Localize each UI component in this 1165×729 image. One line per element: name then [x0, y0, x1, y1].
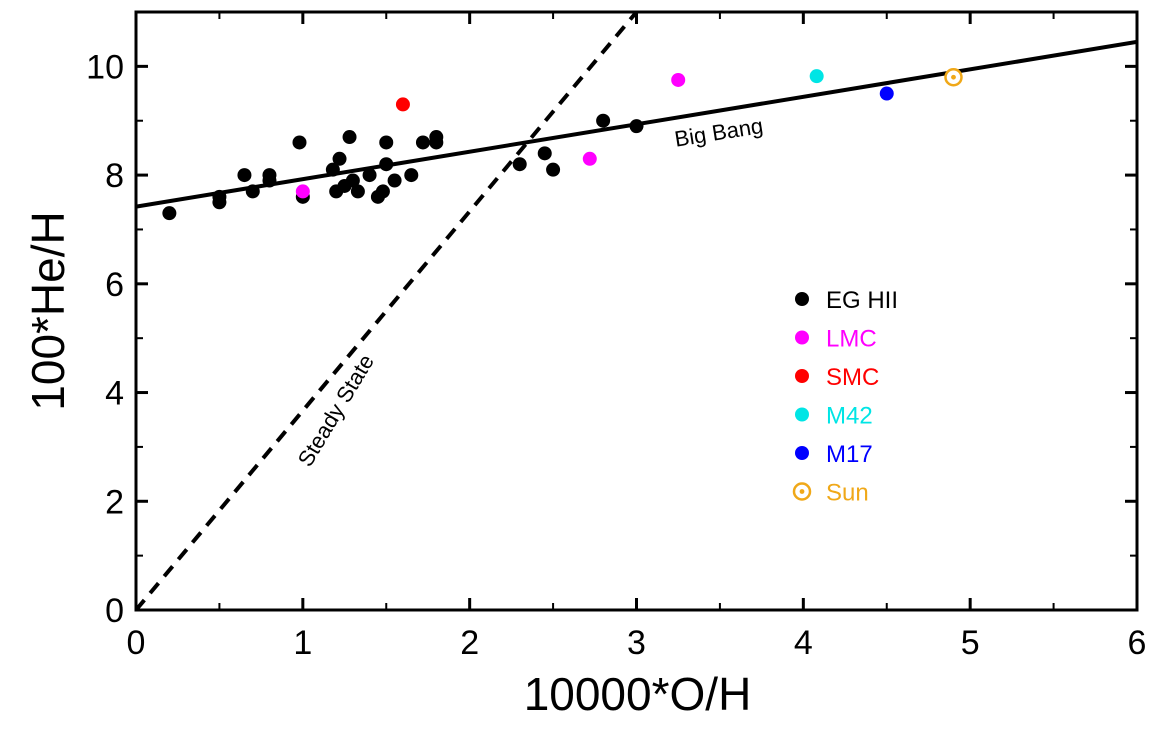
x-tick-label: 6: [1128, 624, 1147, 662]
data-point-lmc: [582, 151, 597, 166]
data-point-eg-hii: [212, 195, 227, 210]
data-point-m42: [809, 69, 824, 84]
legend-label-m17: M17: [826, 441, 873, 468]
legend-marker-lmc: [795, 330, 809, 345]
data-point-eg-hii: [362, 168, 377, 183]
data-point-eg-hii: [546, 162, 561, 177]
legend-label-m42: M42: [826, 403, 873, 430]
y-axis-label: 100*He/H: [22, 211, 74, 410]
data-point-lmc: [295, 184, 310, 199]
data-point-eg-hii: [262, 173, 277, 188]
x-axis-label: 10000*O/H: [524, 668, 752, 720]
data-point-eg-hii: [345, 173, 360, 188]
x-tick-label: 2: [460, 624, 479, 662]
y-tick-label: 2: [105, 483, 124, 521]
legend-marker-m42: [795, 407, 809, 422]
data-point-eg-hii: [537, 146, 552, 161]
data-point-smc: [395, 97, 410, 112]
y-tick-label: 8: [105, 157, 124, 195]
y-tick-label: 4: [105, 375, 124, 413]
data-point-sun-dot: [951, 74, 956, 80]
legend-label-eg-hii: EG HII: [826, 287, 898, 314]
legend-label-smc: SMC: [826, 364, 879, 391]
steady-state-annotation: Steady State: [293, 350, 379, 471]
y-tick-label: 6: [105, 266, 124, 304]
data-point-eg-hii: [512, 157, 527, 172]
x-tick-label: 5: [961, 624, 980, 662]
legend-marker-smc: [795, 369, 809, 383]
data-point-eg-hii: [379, 135, 394, 150]
data-point-eg-hii: [629, 119, 644, 134]
legend-marker-sun-dot: [799, 489, 805, 494]
data-point-eg-hii: [162, 206, 177, 221]
x-tick-label: 0: [127, 624, 146, 662]
x-tick-label: 3: [627, 624, 646, 662]
steady-state-line: [136, 12, 639, 610]
data-point-eg-hii: [325, 162, 340, 177]
plot-frame: [134, 10, 1139, 612]
data-point-eg-hii: [415, 135, 430, 150]
legend-marker-m17: [795, 446, 809, 460]
data-point-eg-hii: [342, 130, 357, 145]
legend-marker-sun: [792, 482, 812, 501]
data-point-eg-hii: [596, 113, 611, 128]
data-point-eg-hii: [375, 184, 390, 199]
data-point-eg-hii: [245, 184, 260, 199]
legend-label-sun: Sun: [826, 480, 869, 507]
y-tick-label: 0: [105, 592, 124, 630]
y-tick-label: 10: [86, 48, 124, 86]
data-point-eg-hii: [292, 135, 307, 150]
big-bang-annotation: Big Bang: [673, 113, 765, 152]
data-point-eg-hii: [332, 151, 347, 166]
data-point-eg-hii: [404, 168, 419, 183]
data-point-eg-hii: [387, 173, 402, 188]
legend-label-lmc: LMC: [826, 326, 877, 353]
x-tick-label: 4: [794, 624, 813, 662]
data-point-eg-hii: [379, 157, 394, 172]
data-point-sun: [944, 67, 963, 87]
x-tick-label: 1: [293, 624, 312, 662]
data-point-lmc: [671, 72, 686, 87]
data-point-m17: [879, 86, 894, 101]
data-point-eg-hii: [350, 184, 365, 199]
data-point-eg-hii: [429, 135, 444, 150]
legend-marker-eg-hii: [795, 292, 809, 306]
data-point-eg-hii: [237, 168, 252, 183]
